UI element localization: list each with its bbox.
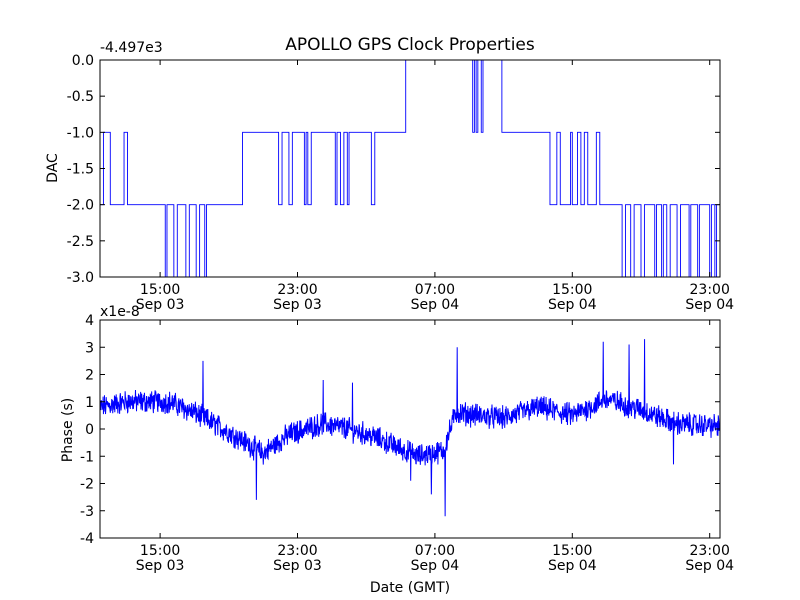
x-tick-date-label: Sep 04: [548, 297, 597, 313]
x-tick-date-label: Sep 04: [548, 558, 597, 574]
x-tick-date-label: Sep 03: [273, 297, 322, 313]
y-tick-label: -2: [80, 477, 94, 493]
x-axis-title: Date (GMT): [370, 580, 450, 596]
x-tick-time-label: 15:00: [140, 543, 180, 559]
y-tick-label: -1.0: [67, 125, 94, 141]
y-tick-label: -1.5: [67, 162, 94, 178]
y-tick-label: -1: [80, 449, 94, 465]
y-tick-label: 4: [85, 313, 94, 329]
y-tick-label: -2.5: [67, 234, 94, 250]
y-tick-label: 0: [85, 422, 94, 438]
y-tick-label: -3.0: [67, 270, 94, 286]
dac-offset-label: -4.497e3: [100, 40, 163, 56]
y-tick-label: 2: [85, 368, 94, 384]
y-tick-label: -4: [80, 531, 94, 547]
chart-title: APOLLO GPS Clock Properties: [285, 35, 535, 55]
x-tick-time-label: 15:00: [552, 543, 592, 559]
x-tick-time-label: 23:00: [277, 282, 317, 298]
dac-y-axis-title: DAC: [45, 153, 61, 183]
dac-panel: -4.497e3 DAC 0.0 -0.5 -1.0 -1.5 -2.0 -2.5 -3.0…: [45, 40, 734, 313]
x-tick-date-label: Sep 03: [273, 558, 322, 574]
x-tick-time-label: 07:00: [415, 543, 455, 559]
y-tick-label: -0.5: [67, 89, 94, 105]
x-tick-time-label: 23:00: [277, 543, 317, 559]
y-tick-label: 0.0: [72, 53, 94, 69]
y-tick-label: -2.0: [67, 198, 94, 214]
dac-series-line: [100, 60, 720, 277]
x-tick-date-label: Sep 03: [136, 297, 185, 313]
x-tick-date-label: Sep 03: [136, 558, 185, 574]
x-tick-date-label: Sep 04: [411, 297, 460, 313]
y-tick-label: 3: [85, 340, 94, 356]
x-tick-date-label: Sep 04: [685, 297, 734, 313]
x-tick-time-label: 23:00: [690, 543, 730, 559]
y-tick-label: -3: [80, 504, 94, 520]
x-tick-date-label: Sep 04: [685, 558, 734, 574]
x-tick-time-label: 07:00: [415, 282, 455, 298]
x-tick-time-label: 15:00: [140, 282, 180, 298]
x-tick-time-label: 15:00: [552, 282, 592, 298]
y-tick-label: 1: [85, 395, 94, 411]
phase-series-line: [100, 339, 720, 517]
x-tick-time-label: 23:00: [690, 282, 730, 298]
phase-offset-label: x1e-8: [100, 304, 140, 320]
x-tick-date-label: Sep 04: [411, 558, 460, 574]
phase-y-axis-title: Phase (s): [60, 398, 76, 462]
